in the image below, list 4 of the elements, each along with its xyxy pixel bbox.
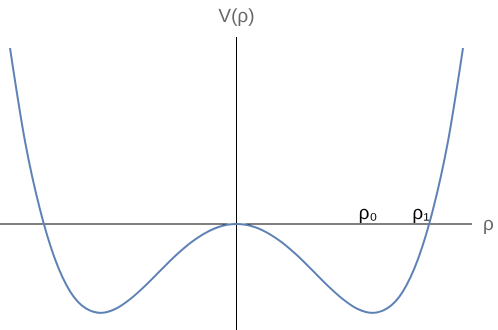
- annotation: ρ₁: [412, 203, 430, 224]
- y-axis-title: V(ρ): [218, 6, 255, 27]
- annotation: ρ₀: [358, 203, 378, 224]
- x-axis-title: ρ: [483, 214, 494, 235]
